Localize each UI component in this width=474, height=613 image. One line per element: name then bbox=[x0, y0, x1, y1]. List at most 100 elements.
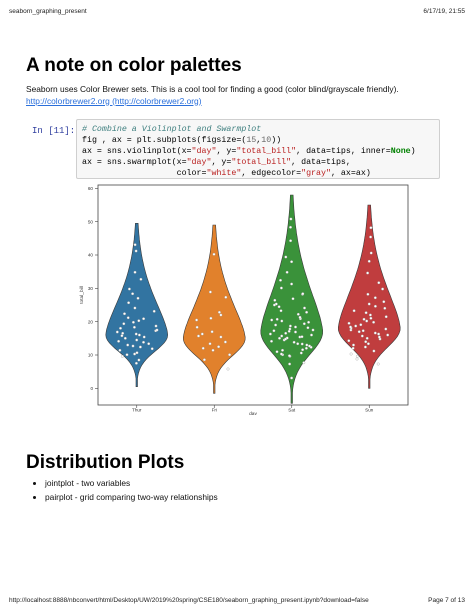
swarm-point bbox=[211, 348, 215, 352]
y-tick-label: 50 bbox=[88, 219, 94, 224]
swarm-point bbox=[301, 292, 305, 296]
swarm-point bbox=[290, 260, 294, 264]
swarm-point bbox=[351, 346, 355, 350]
swarm-point bbox=[296, 312, 300, 316]
swarm-point bbox=[134, 249, 138, 253]
swarm-point bbox=[349, 325, 352, 329]
swarm-point bbox=[280, 319, 284, 323]
swarm-point bbox=[294, 325, 297, 329]
swarm-point bbox=[135, 351, 139, 355]
print-header-datetime: 6/17/19, 21:55 bbox=[423, 8, 465, 15]
code-keyword: None bbox=[390, 147, 411, 156]
x-tick-label: Fri bbox=[212, 408, 217, 413]
y-tick-label: 60 bbox=[88, 186, 94, 191]
swarm-point bbox=[278, 336, 281, 340]
swarm-point bbox=[208, 342, 212, 346]
swarm-point bbox=[291, 297, 295, 301]
swarm-point bbox=[120, 354, 124, 358]
section-heading-distribution-plots: Distribution Plots bbox=[26, 452, 185, 473]
code-token: , y= bbox=[211, 158, 232, 167]
swarm-point bbox=[363, 345, 367, 349]
swarm-point bbox=[126, 316, 130, 320]
y-axis-label: total_bill bbox=[79, 286, 85, 304]
swarm-point bbox=[289, 239, 293, 243]
y-tick-label: 10 bbox=[88, 353, 94, 358]
swarm-point bbox=[367, 302, 371, 306]
swarm-point bbox=[386, 333, 390, 337]
palette-paragraph-text: Seaborn uses Color Brewer sets. This is … bbox=[26, 84, 399, 94]
code-string: "gray" bbox=[301, 169, 331, 178]
swarm-point bbox=[152, 309, 156, 313]
swarm-point bbox=[364, 311, 368, 315]
swarm-point bbox=[384, 315, 388, 319]
swarm-point bbox=[212, 252, 216, 256]
swarm-point bbox=[373, 304, 377, 308]
swarm-point bbox=[284, 255, 288, 259]
swarm-point bbox=[133, 270, 137, 274]
code-token: , data=tips, bbox=[291, 158, 351, 167]
swarm-point bbox=[123, 336, 127, 340]
swarm-point bbox=[299, 351, 303, 355]
code-number: 15 bbox=[246, 136, 257, 145]
swarm-point bbox=[117, 339, 121, 343]
code-number: 10 bbox=[261, 136, 272, 145]
palette-paragraph: Seaborn uses Color Brewer sets. This is … bbox=[26, 84, 456, 107]
code-token: fig , ax = plt.subplots(figsize=( bbox=[82, 136, 247, 145]
print-footer-url: http://localhost:8888/nbconvert/html/Des… bbox=[9, 597, 369, 604]
code-cell[interactable]: # Combine a Violinplot and Swarmplot fig… bbox=[76, 119, 440, 179]
swarm-point bbox=[277, 305, 281, 309]
swarm-point bbox=[377, 332, 381, 336]
swarm-point bbox=[142, 335, 146, 339]
swarm-point bbox=[304, 346, 308, 350]
swarm-point bbox=[377, 335, 381, 339]
swarm-point bbox=[373, 331, 377, 335]
swarm-point bbox=[123, 312, 126, 316]
swarm-point bbox=[355, 354, 359, 358]
swarm-point bbox=[381, 287, 385, 291]
swarm-point bbox=[366, 271, 370, 275]
code-string: "day" bbox=[191, 147, 217, 156]
swarm-point bbox=[310, 333, 313, 337]
swarm-point bbox=[288, 324, 292, 328]
swarm-point bbox=[226, 367, 230, 371]
code-token: , bbox=[256, 136, 262, 145]
swarm-point bbox=[369, 226, 373, 230]
swarm-point bbox=[367, 259, 371, 263]
swarm-point bbox=[366, 292, 370, 296]
swarm-point bbox=[285, 270, 289, 274]
swarm-point bbox=[376, 362, 380, 366]
swarm-point bbox=[228, 353, 232, 357]
swarm-point bbox=[305, 343, 309, 347]
code-token: ) bbox=[410, 147, 416, 156]
print-footer-page: Page 7 of 13 bbox=[428, 597, 465, 604]
swarm-point bbox=[361, 329, 365, 333]
swarm-point bbox=[285, 336, 289, 340]
swarm-point bbox=[209, 316, 213, 320]
swarm-point bbox=[360, 334, 364, 338]
swarm-point bbox=[354, 324, 358, 328]
swarm-point bbox=[208, 290, 212, 294]
swarm-point bbox=[302, 361, 306, 365]
swarm-point bbox=[279, 309, 283, 313]
distribution-bullet-list: jointplot - two variables pairplot - gri… bbox=[35, 477, 218, 504]
swarm-point bbox=[279, 352, 283, 356]
list-item: pairplot - grid comparing two-way relati… bbox=[45, 491, 218, 505]
swarm-point bbox=[307, 320, 311, 324]
code-string: "total_bill" bbox=[236, 147, 297, 156]
swarm-point bbox=[372, 320, 376, 324]
violin-fri bbox=[182, 224, 246, 394]
list-item: jointplot - two variables bbox=[45, 477, 218, 491]
swarm-point bbox=[274, 323, 278, 327]
swarm-point bbox=[217, 310, 221, 314]
swarm-point bbox=[135, 338, 139, 342]
swarm-point bbox=[308, 344, 311, 348]
swarm-point bbox=[369, 251, 373, 255]
swarm-point bbox=[132, 325, 136, 329]
y-tick-label: 40 bbox=[88, 253, 94, 258]
swarm-point bbox=[134, 332, 138, 336]
swarm-point bbox=[202, 358, 206, 362]
swarm-point bbox=[119, 326, 122, 330]
violin-thur bbox=[105, 223, 169, 387]
swarm-point bbox=[365, 336, 369, 340]
colorbrewer-link[interactable]: http://colorbrewer2.org (http://colorbre… bbox=[26, 95, 202, 106]
